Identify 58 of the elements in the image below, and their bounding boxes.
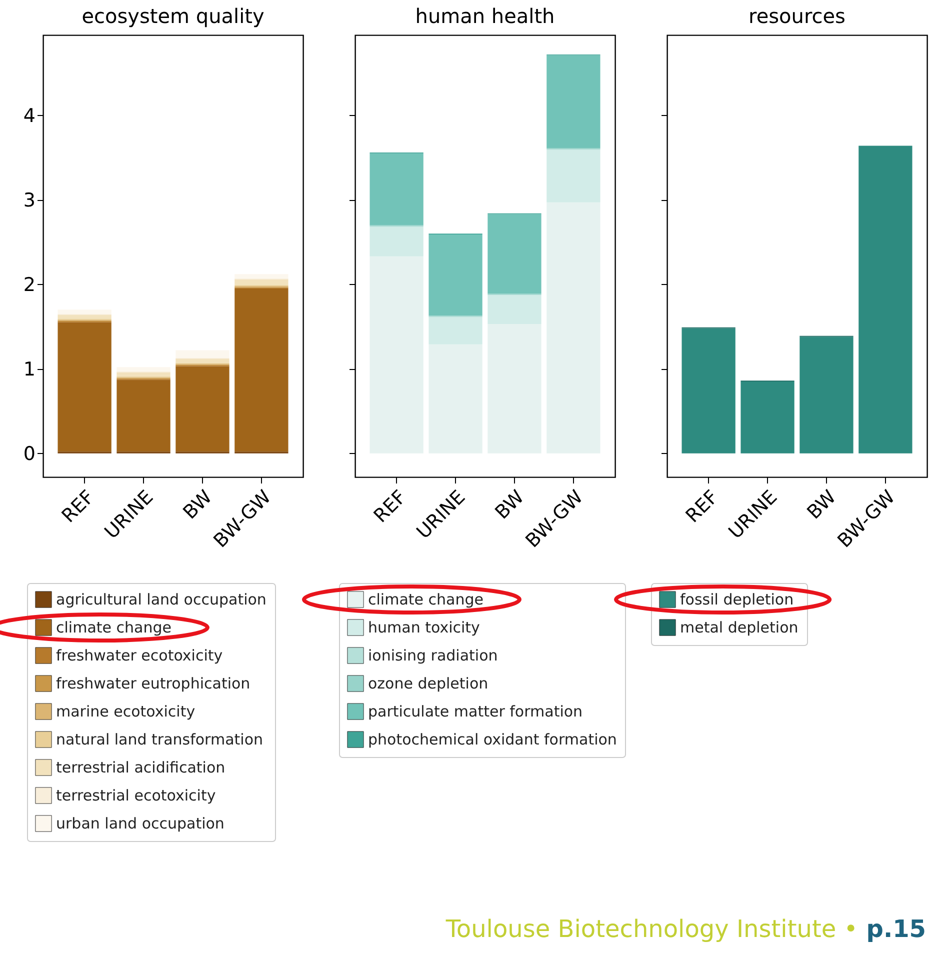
bar [740,382,794,454]
bar [546,55,600,148]
y-tick-label: 1 [23,358,36,380]
bar [116,367,170,372]
bar [858,146,912,454]
bar [234,279,288,286]
x-tick-label: BW [803,486,841,524]
legend-label: fossil depletion [680,590,794,608]
bar [488,324,542,454]
bar [58,314,112,319]
legend-label: climate change [368,590,484,608]
bar [176,358,230,363]
chart-title: resources [748,4,846,28]
legend-label: natural land transformation [56,730,263,748]
legend-label: climate change [56,618,172,636]
bar [234,288,288,452]
legend-label: terrestrial acidification [56,758,226,776]
bar [546,202,600,454]
legend-label: freshwater eutrophication [56,674,250,692]
legend-label: ionising radiation [368,646,498,664]
bar [116,372,170,376]
bar [116,380,170,452]
legend-label: urban land occupation [56,814,224,832]
legend-label: metal depletion [680,618,798,636]
bar [370,256,424,454]
legend-label: agricultural land occupation [56,590,266,608]
y-tick-label: 3 [23,189,36,212]
legend-label: marine ecotoxicity [56,702,196,720]
chart-title: human health [415,4,555,28]
bar [488,214,542,294]
bar [800,336,854,454]
y-tick-label: 4 [23,104,36,127]
bar [370,153,424,226]
bar [488,295,542,324]
bar [176,366,230,452]
text: Toulouse Biotechnology Institute • [446,915,858,943]
bar [428,344,482,454]
legend-label: terrestrial ecotoxicity [56,786,216,804]
bar [58,322,112,452]
text: p.15 [865,915,926,943]
bar [234,274,288,278]
chart-title: ecosystem quality [82,4,264,28]
x-tick-label: BW [491,486,529,524]
y-tick-label: 2 [23,274,36,296]
y-tick-label: 0 [23,442,36,465]
legend-label: photochemical oxidant formation [368,730,617,748]
bar [546,150,600,202]
bar [370,226,424,256]
bar [428,234,482,316]
bar [682,328,736,454]
legend-label: ozone depletion [368,674,488,692]
legend-label: human toxicity [368,618,480,636]
x-tick-label: BW [179,486,217,524]
bar [428,317,482,344]
bar [58,310,112,314]
bar [176,350,230,358]
legend-label: particulate matter formation [368,702,583,720]
legend-label: freshwater ecotoxicity [56,646,223,664]
